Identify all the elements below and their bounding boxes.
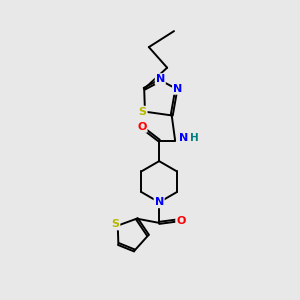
Text: H: H bbox=[190, 133, 198, 143]
Text: S: S bbox=[112, 219, 119, 230]
Text: N: N bbox=[154, 197, 164, 207]
Text: N: N bbox=[156, 74, 165, 84]
Text: N: N bbox=[173, 84, 182, 94]
Text: S: S bbox=[139, 107, 147, 117]
Text: O: O bbox=[176, 216, 185, 226]
Text: N: N bbox=[178, 133, 188, 143]
Text: O: O bbox=[137, 122, 147, 132]
